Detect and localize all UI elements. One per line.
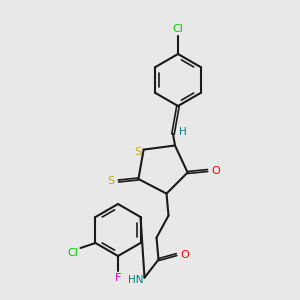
Text: Cl: Cl bbox=[67, 248, 78, 258]
Text: O: O bbox=[180, 250, 189, 260]
Text: H: H bbox=[179, 127, 187, 137]
Text: F: F bbox=[115, 273, 121, 283]
Text: S: S bbox=[134, 147, 141, 157]
Text: Cl: Cl bbox=[172, 24, 183, 34]
Text: HN: HN bbox=[128, 274, 143, 285]
Text: S: S bbox=[107, 176, 114, 186]
Text: O: O bbox=[211, 166, 220, 176]
